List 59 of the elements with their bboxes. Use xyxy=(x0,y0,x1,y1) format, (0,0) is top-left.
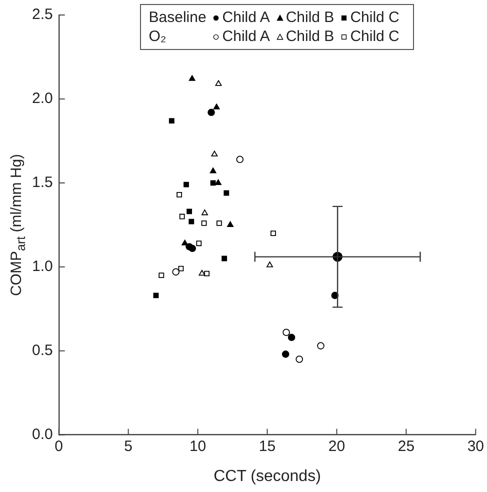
point xyxy=(196,240,202,246)
legend-label: Child B xyxy=(284,27,336,46)
point xyxy=(182,240,188,246)
point xyxy=(184,182,189,188)
point xyxy=(317,342,324,350)
y-tick-label: 0.0 xyxy=(32,426,53,443)
point xyxy=(215,80,222,86)
point xyxy=(172,268,180,276)
point xyxy=(236,156,244,164)
y-tick-label: 1.5 xyxy=(32,174,53,192)
x-axis-title: CCT (seconds) xyxy=(214,468,321,485)
point xyxy=(188,75,196,81)
y-tick-label: 1.0 xyxy=(32,258,53,276)
point xyxy=(178,266,184,272)
point xyxy=(270,230,276,236)
y-tick-label: 2.0 xyxy=(32,90,53,108)
x-tick-label: 25 xyxy=(398,438,415,455)
point xyxy=(204,270,210,276)
annotation: O₂ xyxy=(148,27,168,46)
annotation: Baseline xyxy=(148,8,208,27)
point xyxy=(224,190,230,196)
point xyxy=(202,209,208,216)
x-tick-label: 0 xyxy=(54,438,64,455)
point xyxy=(186,208,192,214)
point xyxy=(153,292,159,298)
point xyxy=(179,214,185,220)
x-tick-label: 10 xyxy=(189,438,206,455)
point xyxy=(211,150,218,156)
legend-label: Child A xyxy=(221,27,271,46)
y-tick-label: 2.5 xyxy=(32,6,53,24)
point xyxy=(188,244,196,252)
point xyxy=(208,108,215,116)
point xyxy=(198,270,206,276)
point xyxy=(176,192,182,198)
x-tick-label: 15 xyxy=(258,438,276,455)
legend-label: Child C xyxy=(349,8,400,27)
point xyxy=(210,180,216,186)
point xyxy=(288,334,296,342)
point xyxy=(214,179,222,185)
point xyxy=(282,328,290,336)
legend-label: Child A xyxy=(221,8,271,27)
point xyxy=(213,104,220,110)
point xyxy=(168,118,174,124)
legend-label: Child B xyxy=(284,8,336,27)
legend-label: Child C xyxy=(349,27,400,46)
point xyxy=(158,272,164,278)
point xyxy=(222,256,228,262)
point xyxy=(188,218,194,224)
point xyxy=(266,262,273,268)
point xyxy=(296,356,303,363)
point xyxy=(210,168,216,174)
point xyxy=(201,220,207,226)
x-tick-label: 30 xyxy=(467,438,484,455)
point xyxy=(282,350,290,358)
point xyxy=(216,220,222,226)
y-tick-label: 0.5 xyxy=(32,342,53,359)
x-tick-label: 5 xyxy=(124,438,132,455)
x-tick-label: 20 xyxy=(328,438,346,455)
point xyxy=(227,221,234,227)
